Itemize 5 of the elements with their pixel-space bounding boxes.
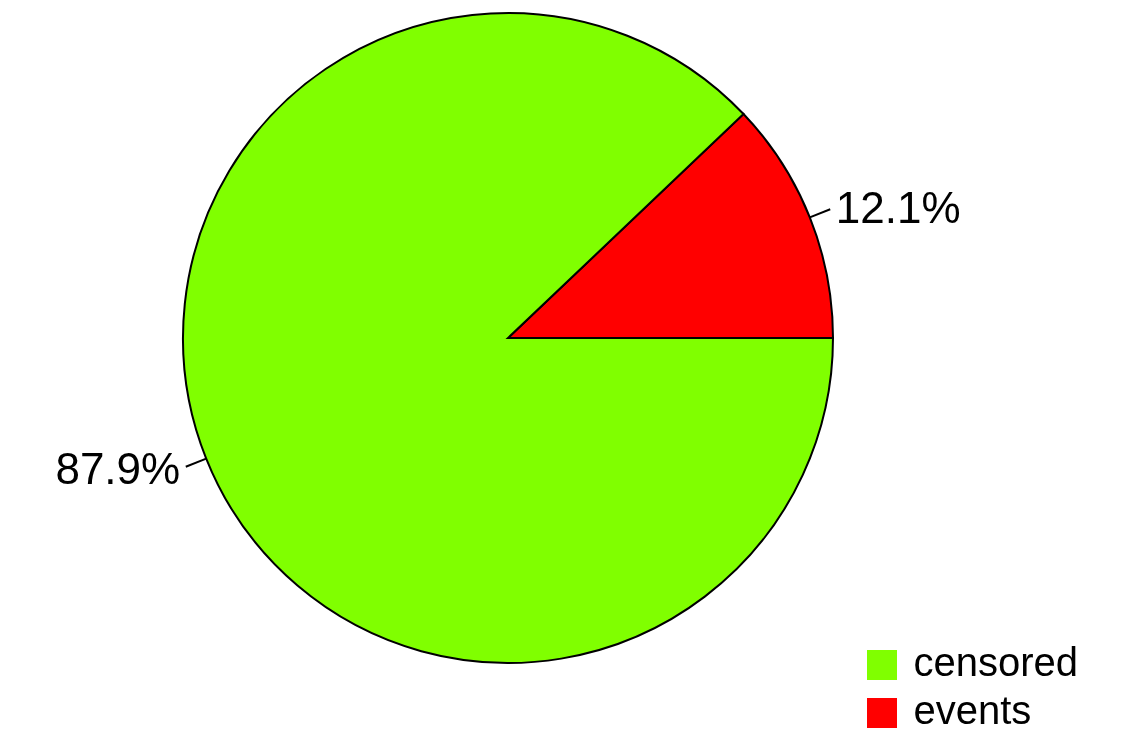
legend-label: events [913,688,1032,732]
data-label: 87.9% [55,444,181,494]
legend-label: censored [913,640,1078,684]
data-label: 12.1% [835,182,961,232]
pie-slice [182,12,834,664]
